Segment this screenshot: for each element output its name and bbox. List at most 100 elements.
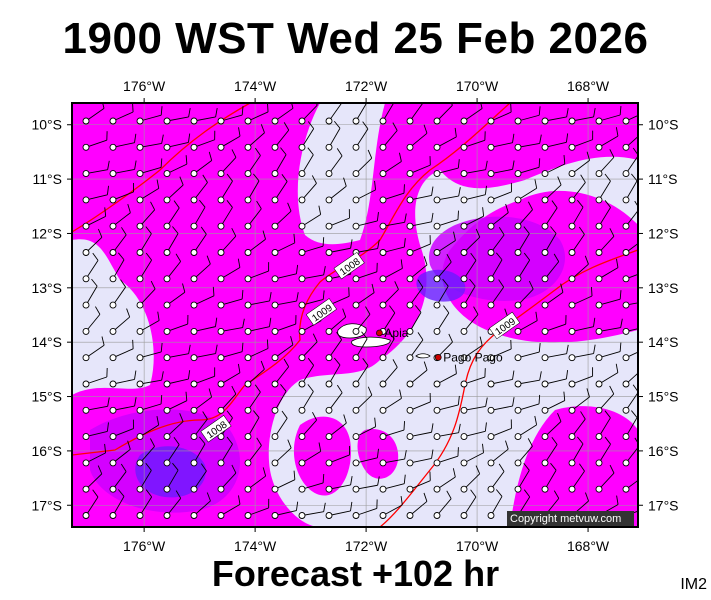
wind-barb — [622, 243, 638, 256]
wind-barb — [298, 121, 315, 151]
wind-barb — [460, 422, 487, 441]
wind-barb — [460, 103, 483, 125]
wind-barb — [622, 327, 638, 335]
lat-label-left: 16°S — [31, 443, 62, 459]
map-title: 1900 WST Wed 25 Feb 2026 — [62, 14, 649, 63]
wind-barb — [595, 436, 611, 467]
wind-barb — [595, 464, 615, 493]
wind-barb — [568, 174, 586, 204]
wind-barb — [541, 226, 557, 256]
wind-barb — [433, 447, 459, 467]
wind-barb — [406, 256, 428, 283]
copyright-text: Copyright metvuw.com — [510, 513, 621, 525]
wind-barb — [82, 465, 103, 493]
wind-barb — [568, 255, 589, 283]
wind-barb — [325, 103, 343, 125]
wind-barb — [487, 182, 512, 204]
wind-barb — [217, 495, 241, 519]
wind-barb — [568, 226, 585, 256]
wind-barb — [82, 397, 110, 414]
wind-barb — [298, 502, 326, 519]
wind-barb — [82, 443, 107, 467]
wind-barb — [352, 476, 380, 493]
lat-label-right: 14°S — [648, 334, 679, 350]
wind-barb — [163, 253, 182, 283]
wind-barb — [379, 389, 402, 414]
wind-barb — [352, 262, 378, 283]
lat-label-left: 15°S — [31, 389, 62, 405]
wind-barb — [244, 467, 267, 493]
wind-barb — [352, 149, 373, 178]
wind-barb — [568, 107, 596, 125]
wind-barb — [163, 413, 184, 441]
wind-barb — [163, 108, 191, 125]
wind-barb — [487, 440, 509, 467]
svg-text:Pago Pago: Pago Pago — [443, 350, 503, 364]
wind-barb — [109, 182, 134, 204]
wind-barb — [190, 492, 211, 519]
wind-barb — [406, 332, 424, 362]
isobar-label: 1008 — [200, 415, 232, 443]
wind-barb — [163, 437, 180, 467]
wind-barb — [136, 252, 152, 283]
wind-barb — [244, 437, 262, 467]
wind-barb — [622, 147, 638, 178]
wind-barb — [460, 252, 477, 283]
wind-barb — [163, 283, 186, 309]
wind-barb — [352, 283, 375, 309]
wind-barb — [298, 473, 325, 493]
wind-barb — [217, 318, 245, 335]
wind-barb — [136, 280, 156, 309]
wind-barb — [541, 155, 566, 178]
lon-label-bottom: 174°W — [234, 538, 277, 554]
wind-barb — [271, 292, 299, 309]
wind-barb — [298, 147, 314, 178]
wind-barb — [595, 410, 611, 441]
wind-barb — [541, 462, 557, 493]
wind-barb — [460, 131, 486, 151]
wind-barb — [568, 436, 584, 467]
wind-barb — [568, 151, 591, 178]
wind-barb — [244, 103, 269, 125]
wind-barb — [190, 388, 213, 414]
wind-barb — [82, 252, 99, 283]
wind-barb — [433, 187, 461, 204]
wind-barb — [406, 449, 434, 467]
wind-barb — [541, 436, 558, 467]
wind-barb — [514, 226, 530, 256]
wind-barb — [379, 281, 399, 309]
wind-barb — [298, 411, 318, 441]
wind-barb — [433, 231, 456, 256]
wind-barb — [568, 388, 590, 414]
wind-barb — [487, 489, 503, 519]
wind-barb — [136, 489, 153, 519]
place-pago-pago: Pago Pago — [434, 350, 503, 364]
wind-barb — [433, 127, 457, 151]
wind-barb — [136, 463, 152, 493]
wind-barb — [487, 103, 512, 125]
wind-barb — [190, 436, 206, 467]
wind-barb — [460, 278, 476, 309]
wind-barb — [406, 235, 431, 256]
wind-barb — [622, 351, 638, 362]
wind-barb — [271, 384, 287, 414]
wind-barb — [595, 385, 615, 414]
wind-barb — [136, 438, 155, 467]
wind-barb — [298, 290, 325, 309]
wind-barb — [271, 264, 299, 283]
wind-barb — [406, 103, 424, 125]
wind-barb — [595, 200, 611, 230]
wind-barb — [514, 201, 533, 230]
lon-label-bottom: 168°W — [567, 538, 610, 554]
wind-barb — [514, 343, 541, 362]
wind-barb — [514, 106, 541, 125]
wind-barb — [352, 180, 377, 204]
wind-barb — [325, 331, 343, 362]
wind-barb — [406, 305, 422, 335]
place-markers: Apia Pago Pago — [376, 326, 503, 364]
wind-barb — [460, 368, 486, 388]
lat-label-right: 13°S — [648, 280, 679, 296]
wind-barb — [541, 391, 566, 414]
wind-barb — [595, 318, 623, 335]
